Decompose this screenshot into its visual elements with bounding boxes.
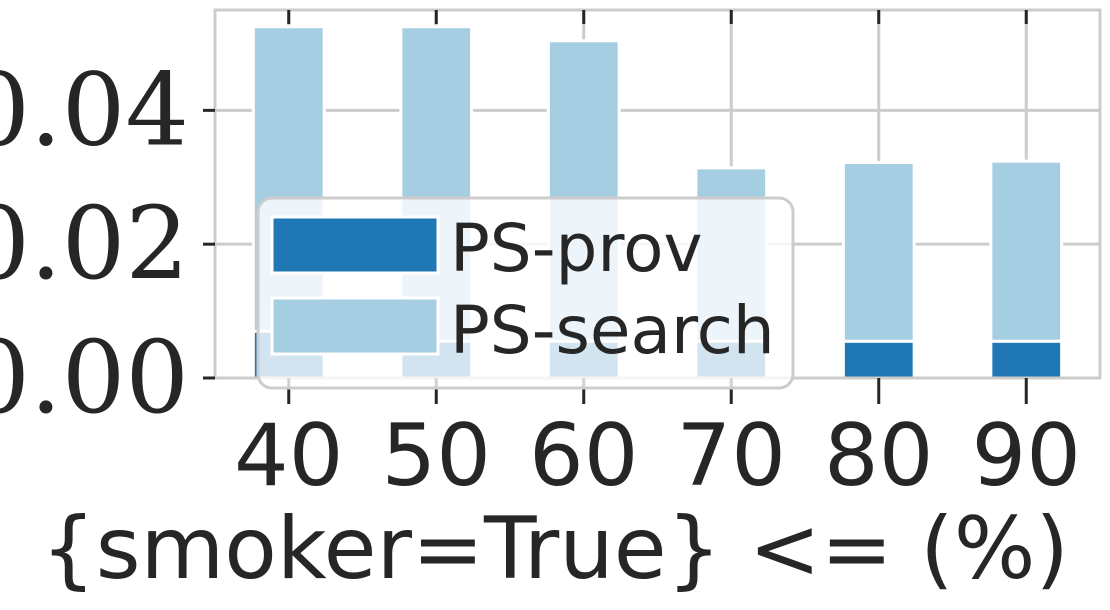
bar-ps-search-90 (989, 159, 1064, 343)
y-tick-labels: 0.00 0.02 0.04 (0, 51, 189, 436)
x-tick-label: 80 (824, 406, 933, 506)
x-tick-label: 90 (972, 406, 1081, 506)
x-tick-label: 40 (234, 406, 343, 506)
y-tick-label: 0.02 (0, 185, 189, 302)
x-tick-label: 60 (529, 406, 638, 506)
bar-ps-prov-90 (989, 339, 1064, 380)
y-tick-label: 0.00 (0, 319, 189, 436)
x-tick-label: 50 (382, 406, 491, 506)
bar-ps-prov-80 (841, 339, 916, 380)
legend-label-ps-search: PS-search (450, 292, 775, 369)
bar-ps-search-80 (841, 161, 916, 343)
legend-swatch-ps-search (270, 296, 440, 356)
legend-swatch-ps-prov (270, 215, 440, 275)
y-tick-label: 0.04 (0, 51, 189, 168)
x-axis-label: {smoker=True} <= (%) (41, 499, 1069, 599)
legend-label-ps-prov: PS-prov (450, 210, 703, 287)
x-tick-label: 70 (677, 406, 786, 506)
x-tick-labels: 40 50 60 70 80 90 (234, 406, 1081, 506)
legend: PS-prov PS-search (256, 196, 795, 390)
